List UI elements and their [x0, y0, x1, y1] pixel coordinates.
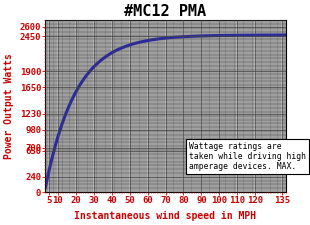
X-axis label: Instantaneous wind speed in MPH: Instantaneous wind speed in MPH: [74, 211, 257, 221]
Y-axis label: Power Output Watts: Power Output Watts: [4, 53, 14, 159]
Text: Wattage ratings are
taken while driving high
amperage devices. MAX.: Wattage ratings are taken while driving …: [189, 142, 306, 171]
Title: #MC12 PMA: #MC12 PMA: [124, 4, 206, 19]
